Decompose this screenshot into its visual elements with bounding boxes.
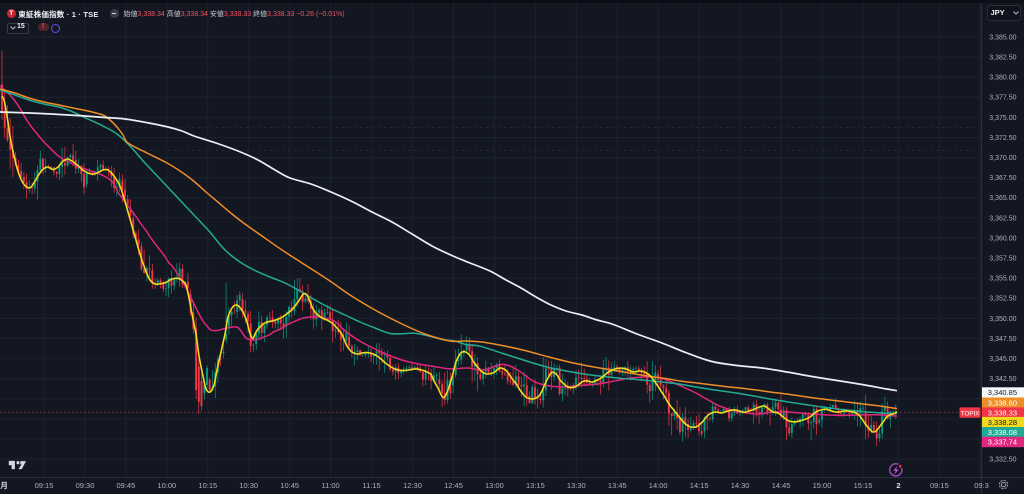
svg-text:2: 2 [896,481,900,490]
svg-text:3,372.50: 3,372.50 [989,135,1016,142]
svg-text:14:30: 14:30 [731,481,750,490]
svg-text:11:15: 11:15 [362,481,380,490]
svg-text:3,337.74: 3,337.74 [988,438,1017,447]
svg-text:3,360.00: 3,360.00 [989,235,1016,242]
svg-text:3,347.50: 3,347.50 [989,336,1016,343]
svg-text:3,375.00: 3,375.00 [989,115,1016,122]
svg-text:10:45: 10:45 [280,481,299,490]
svg-text:1月: 1月 [0,481,8,490]
svg-text:3,332.50: 3,332.50 [989,457,1016,464]
svg-text:09:30: 09:30 [76,481,95,490]
svg-text:10:30: 10:30 [239,481,258,490]
svg-text:3,385.00: 3,385.00 [989,34,1016,41]
svg-text:3,338.33: 3,338.33 [988,408,1017,417]
svg-text:TOPIX: TOPIX [961,411,981,418]
svg-text:3,365.00: 3,365.00 [989,195,1016,202]
svg-text:10:00: 10:00 [157,481,176,490]
svg-text:14:00: 14:00 [649,481,668,490]
svg-text:3,380.00: 3,380.00 [989,75,1016,82]
svg-text:14:45: 14:45 [772,481,791,490]
svg-text:15:15: 15:15 [854,481,873,490]
svg-text:3,345.00: 3,345.00 [989,356,1016,363]
svg-text:12:45: 12:45 [444,481,463,490]
svg-text:3,362.50: 3,362.50 [989,215,1016,222]
svg-text:09:45: 09:45 [117,481,136,490]
svg-text:09:3: 09:3 [974,481,989,490]
svg-text:14:15: 14:15 [690,481,709,490]
svg-text:3,338.60: 3,338.60 [988,398,1017,407]
svg-text:10:15: 10:15 [198,481,217,490]
svg-text:3,342.50: 3,342.50 [989,376,1016,383]
svg-text:12:30: 12:30 [403,481,422,490]
svg-text:3,352.50: 3,352.50 [989,296,1016,303]
svg-text:13:30: 13:30 [567,481,586,490]
svg-text:13:15: 13:15 [526,481,545,490]
svg-text:3,350.00: 3,350.00 [989,316,1016,323]
svg-text:3,338.28: 3,338.28 [988,418,1017,427]
svg-text:3,370.00: 3,370.00 [989,155,1016,162]
svg-text:09:15: 09:15 [930,481,949,490]
svg-text:3,357.50: 3,357.50 [989,256,1016,263]
svg-text:13:45: 13:45 [608,481,627,490]
svg-text:3,340.85: 3,340.85 [988,388,1017,397]
svg-text:3,355.00: 3,355.00 [989,276,1016,283]
svg-text:09:15: 09:15 [35,481,54,490]
svg-text:3,382.50: 3,382.50 [989,55,1016,62]
svg-text:3,338.08: 3,338.08 [988,428,1017,437]
svg-text:3,367.50: 3,367.50 [989,175,1016,182]
svg-text:11:00: 11:00 [321,481,339,490]
svg-text:3,377.50: 3,377.50 [989,95,1016,102]
svg-text:13:00: 13:00 [485,481,504,490]
svg-text:15:00: 15:00 [813,481,832,490]
